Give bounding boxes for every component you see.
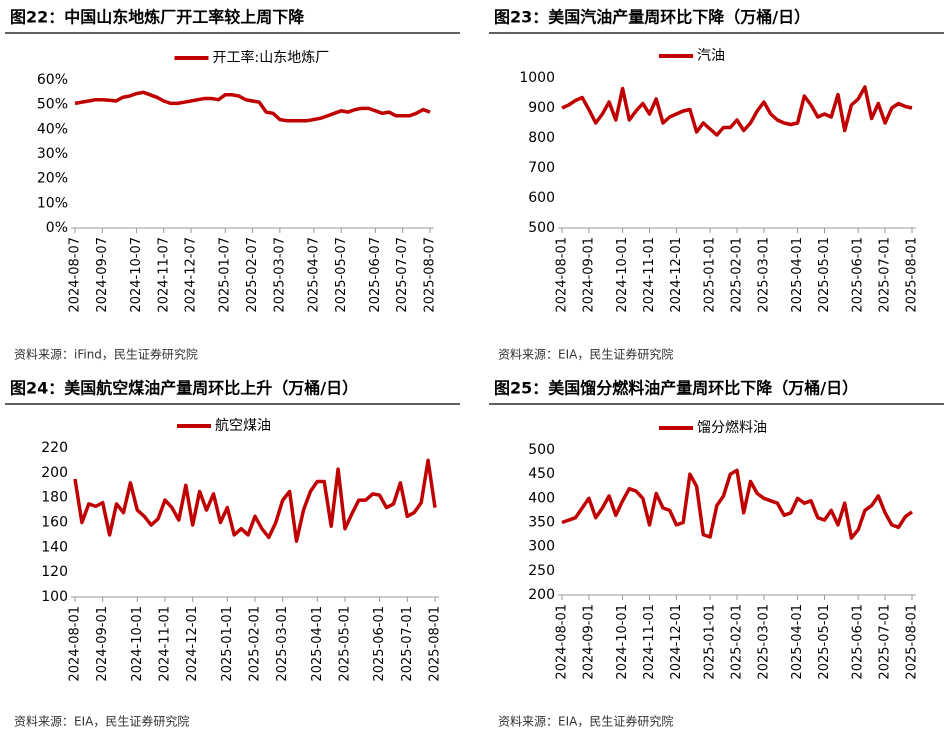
source: 资料来源：EIA，民生证券研究院 xyxy=(498,714,673,729)
x-tick-label: 2025-08-01 xyxy=(905,237,920,313)
x-tick-label: 2024-08-07 xyxy=(68,237,83,313)
y-tick-label: 200 xyxy=(41,465,68,481)
x-tick-label: 2025-05-07 xyxy=(334,237,349,313)
x-tick-label: 2024-12-07 xyxy=(184,237,199,313)
y-tick-label: 800 xyxy=(528,130,555,146)
x-tick-label: 2024-09-01 xyxy=(581,237,596,313)
x-tick-label: 2025-02-01 xyxy=(248,606,263,682)
x-tick-label: 2024-09-07 xyxy=(95,237,110,313)
y-tick-label: 500 xyxy=(528,442,555,458)
x-tick-label: 2025-04-01 xyxy=(310,606,325,682)
x-tick-label: 2025-07-07 xyxy=(395,237,410,313)
y-tick-label: 200 xyxy=(528,587,555,603)
source: 资料来源：EIA，民生证券研究院 xyxy=(498,347,673,362)
y-tick-label: 40% xyxy=(37,121,68,137)
x-tick-label: 2024-10-01 xyxy=(615,604,630,680)
x-tick-label: 2024-11-01 xyxy=(642,604,657,680)
legend-label: 开工率:山东地炼厂 xyxy=(213,49,330,66)
series-line xyxy=(74,90,431,123)
x-tick-label: 2025-03-01 xyxy=(756,604,771,680)
x-tick-label: 2024-11-01 xyxy=(158,606,173,682)
y-tick-label: 50% xyxy=(37,97,68,113)
x-tick-label: 2025-04-07 xyxy=(306,237,321,313)
x-tick-label: 2024-09-01 xyxy=(95,606,110,682)
y-tick-label: 30% xyxy=(37,146,68,162)
x-tick-label: 2025-06-07 xyxy=(368,237,383,313)
source: 资料来源：iFind，民生证券研究院 xyxy=(14,347,198,362)
y-tick-label: 450 xyxy=(528,466,555,482)
y-tick-label: 180 xyxy=(41,490,68,506)
y-tick-label: 600 xyxy=(528,190,555,206)
x-tick-label: 2025-07-01 xyxy=(400,606,415,682)
x-tick-label: 2025-07-01 xyxy=(878,237,893,313)
x-tick-label: 2024-11-01 xyxy=(642,237,657,313)
y-tick-label: 220 xyxy=(41,440,68,456)
y-tick-label: 1000 xyxy=(519,70,555,86)
legend-label: 航空煤油 xyxy=(215,418,271,434)
x-tick-label: 2025-06-01 xyxy=(372,606,387,682)
x-tick-label: 2024-12-01 xyxy=(669,604,684,680)
x-tick-label: 2024-10-01 xyxy=(130,606,145,682)
x-tick-label: 2025-02-07 xyxy=(245,237,260,313)
y-tick-label: 350 xyxy=(528,515,555,531)
x-tick-label: 2024-09-01 xyxy=(581,604,596,680)
x-tick-label: 2025-03-01 xyxy=(756,237,771,313)
panel-title: 图22：中国山东地炼厂开工率较上周下降 xyxy=(10,8,305,27)
y-tick-label: 0% xyxy=(46,220,68,236)
x-tick-label: 2025-05-01 xyxy=(817,604,832,680)
x-tick-label: 2025-02-01 xyxy=(730,604,745,680)
y-tick-label: 700 xyxy=(528,160,555,176)
y-tick-label: 900 xyxy=(528,100,555,116)
x-tick-label: 2025-08-07 xyxy=(423,237,438,313)
x-tick-label: 2025-01-07 xyxy=(218,237,233,313)
y-tick-label: 160 xyxy=(41,515,68,531)
series-line xyxy=(561,85,913,137)
x-tick-label: 2025-03-01 xyxy=(275,606,290,682)
y-tick-label: 120 xyxy=(41,564,68,580)
x-tick-label: 2024-12-01 xyxy=(185,606,200,682)
x-tick-label: 2025-01-01 xyxy=(220,606,235,682)
x-tick-label: 2024-10-07 xyxy=(129,237,144,313)
x-tick-label: 2025-06-01 xyxy=(851,604,866,680)
panel-title: 图24：美国航空煤油产量周环比上升（万桶/日） xyxy=(10,379,358,398)
panel-title: 图23：美国汽油产量周环比下降（万桶/日） xyxy=(494,8,810,27)
y-tick-label: 10% xyxy=(37,195,68,211)
series-line xyxy=(561,468,914,540)
y-tick-label: 20% xyxy=(37,171,68,187)
x-tick-label: 2025-01-01 xyxy=(703,237,718,313)
x-tick-label: 2025-06-01 xyxy=(851,237,866,313)
y-tick-label: 500 xyxy=(528,220,555,236)
x-tick-label: 2024-08-01 xyxy=(555,604,570,680)
source: 资料来源：EIA，民生证券研究院 xyxy=(14,714,189,729)
legend-label: 汽油 xyxy=(697,48,725,64)
panel-title: 图25：美国馏分燃料油产量周环比下降（万桶/日） xyxy=(494,379,858,398)
x-tick-label: 2024-08-01 xyxy=(68,606,83,682)
y-tick-label: 400 xyxy=(528,490,555,506)
x-tick-label: 2025-04-01 xyxy=(790,237,805,313)
x-tick-label: 2025-03-07 xyxy=(272,237,287,313)
y-tick-label: 250 xyxy=(528,563,555,579)
x-tick-label: 2025-07-01 xyxy=(878,604,893,680)
x-tick-label: 2025-08-01 xyxy=(905,604,920,680)
x-tick-label: 2024-08-01 xyxy=(555,237,570,313)
legend-label: 馏分燃料油 xyxy=(697,419,767,436)
y-tick-label: 300 xyxy=(528,539,555,555)
x-tick-label: 2025-04-01 xyxy=(790,604,805,680)
x-tick-label: 2024-10-01 xyxy=(615,237,630,313)
y-tick-label: 140 xyxy=(41,539,68,555)
x-tick-label: 2025-05-01 xyxy=(338,606,353,682)
y-tick-label: 60% xyxy=(37,72,68,88)
x-tick-label: 2024-12-01 xyxy=(669,237,684,313)
x-tick-label: 2024-11-07 xyxy=(156,237,171,313)
x-tick-label: 2025-05-01 xyxy=(817,237,832,313)
x-tick-label: 2025-08-01 xyxy=(428,606,443,682)
x-tick-label: 2025-01-01 xyxy=(703,604,718,680)
x-tick-label: 2025-02-01 xyxy=(730,237,745,313)
series-line xyxy=(73,458,437,543)
y-tick-label: 100 xyxy=(41,589,68,605)
